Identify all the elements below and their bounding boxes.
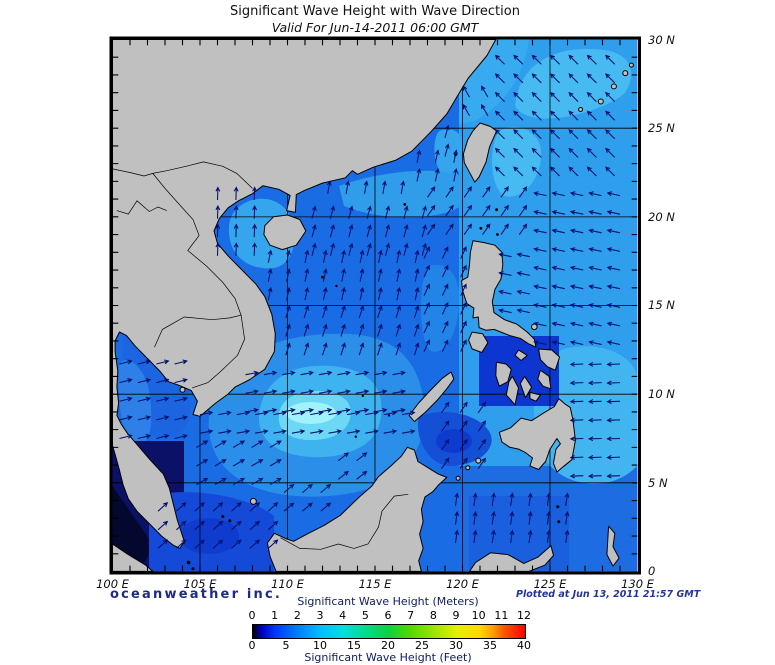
legend-feet-title: Significant Wave Height (Feet) xyxy=(304,651,472,664)
legend-meters-tick: 8 xyxy=(429,609,437,622)
legend-feet-tick: 30 xyxy=(449,639,463,652)
water-scs-core xyxy=(286,402,336,424)
lat-tick-label: 20 N xyxy=(648,209,675,224)
plotted-timestamp: Plotted at Jun 13, 2011 21:57 GMT xyxy=(516,589,701,600)
legend-meters-tick: 2 xyxy=(293,609,301,622)
lon-tick-label: 120 E xyxy=(446,577,479,591)
legend-feet-tick: 25 xyxy=(415,639,429,652)
lat-tick-label: 30 N xyxy=(648,32,675,47)
land-sulu-2 xyxy=(465,465,471,471)
legend-meters-tick: 11 xyxy=(494,609,509,622)
land-ryukyu-5 xyxy=(628,62,634,68)
land-sulu-1 xyxy=(475,457,482,464)
branding-logo: oceanweather inc. xyxy=(110,587,283,602)
legend-meters-title: Significant Wave Height (Meters) xyxy=(297,595,479,608)
map-canvas xyxy=(109,36,641,575)
legend-meters-tick: 5 xyxy=(361,609,369,622)
land-luzon xyxy=(461,240,537,348)
water-sulu-dark xyxy=(436,429,472,453)
land-cebu xyxy=(519,375,533,399)
legend-meters-tick: 12 xyxy=(517,609,531,622)
water-taiwan-strait xyxy=(434,129,464,178)
land-negros xyxy=(505,375,519,406)
land-panay xyxy=(495,361,512,387)
colorbar xyxy=(252,624,526,639)
legend-feet-tick: 10 xyxy=(313,639,327,652)
legend-meters-tick: 3 xyxy=(316,609,324,622)
legend-feet-tick: 5 xyxy=(282,639,290,652)
land-sulawesi xyxy=(469,545,554,572)
land-ryukyu-1 xyxy=(578,107,584,112)
land-natuna xyxy=(249,497,257,505)
water-kuroshio-light xyxy=(492,127,542,197)
lat-tick-label: 5 N xyxy=(648,475,668,490)
lat-tick-label: 15 N xyxy=(648,298,675,313)
lon-tick-label: 115 E xyxy=(358,577,392,591)
wave-direction-arrows xyxy=(119,54,621,549)
land-bohol xyxy=(529,391,541,402)
lon-tick-label: 105 E xyxy=(183,577,217,591)
land-ryukyu-3 xyxy=(610,83,617,90)
land-masses xyxy=(112,39,634,572)
legend-feet-tick: 35 xyxy=(483,639,497,652)
title-block: Significant Wave Height with Wave Direct… xyxy=(109,4,641,35)
water-west-luzon xyxy=(420,265,460,352)
legend-meters-tick: 9 xyxy=(452,609,460,622)
legend-meters-tick: 6 xyxy=(384,609,392,622)
land-sumatra xyxy=(112,543,154,572)
map-frame xyxy=(109,36,641,575)
lat-tick-label: 25 N xyxy=(648,121,675,136)
land-ryukyu-2 xyxy=(597,98,604,105)
land-samar xyxy=(538,348,561,371)
lat-tick-label: 10 N xyxy=(648,387,675,402)
legend-feet-tick: 40 xyxy=(517,639,531,652)
land-halmahera xyxy=(606,525,620,567)
lon-tick-label: 130 E xyxy=(621,577,654,591)
water-visayas xyxy=(479,336,559,406)
country-borders xyxy=(112,161,409,550)
land-phu-quoc xyxy=(179,386,186,393)
land-leyte xyxy=(537,369,552,390)
water-andaman-darkest xyxy=(112,486,154,572)
lon-tick-label: 100 E xyxy=(96,577,129,591)
legend-meters-tick: 4 xyxy=(339,609,347,622)
land-palawan xyxy=(408,371,455,423)
land-mindanao xyxy=(498,398,576,473)
degree-ticks xyxy=(112,39,638,572)
land-ryukyu-4 xyxy=(622,70,629,77)
land-masbate xyxy=(514,349,528,361)
chart-title: Significant Wave Height with Wave Direct… xyxy=(230,4,520,19)
legend-meters-tick: 10 xyxy=(471,609,486,622)
land-asia-mainland xyxy=(112,39,497,549)
lat-tick-label: 0 xyxy=(648,564,656,579)
legend-meters-tick: 0 xyxy=(248,609,256,622)
legend-feet-tick: 20 xyxy=(381,639,395,652)
legend-meters-tick: 1 xyxy=(271,609,279,622)
legend-meters-tick: 7 xyxy=(407,609,415,622)
lon-tick-label: 110 E xyxy=(271,577,304,591)
land-sulu-3 xyxy=(455,475,461,481)
land-hainan xyxy=(263,214,307,251)
legend-feet-tick: 15 xyxy=(347,639,361,652)
land-borneo xyxy=(266,446,448,572)
chart-subtitle: Valid For Jun-14-2011 06:00 GMT xyxy=(271,20,479,35)
water-karimata-dark xyxy=(179,518,239,554)
land-catanduanes xyxy=(531,323,538,331)
legend-feet-tick: 0 xyxy=(248,639,256,652)
water-china-coastal xyxy=(339,170,461,218)
lon-tick-label: 125 E xyxy=(533,577,567,591)
land-mindoro xyxy=(468,331,489,353)
